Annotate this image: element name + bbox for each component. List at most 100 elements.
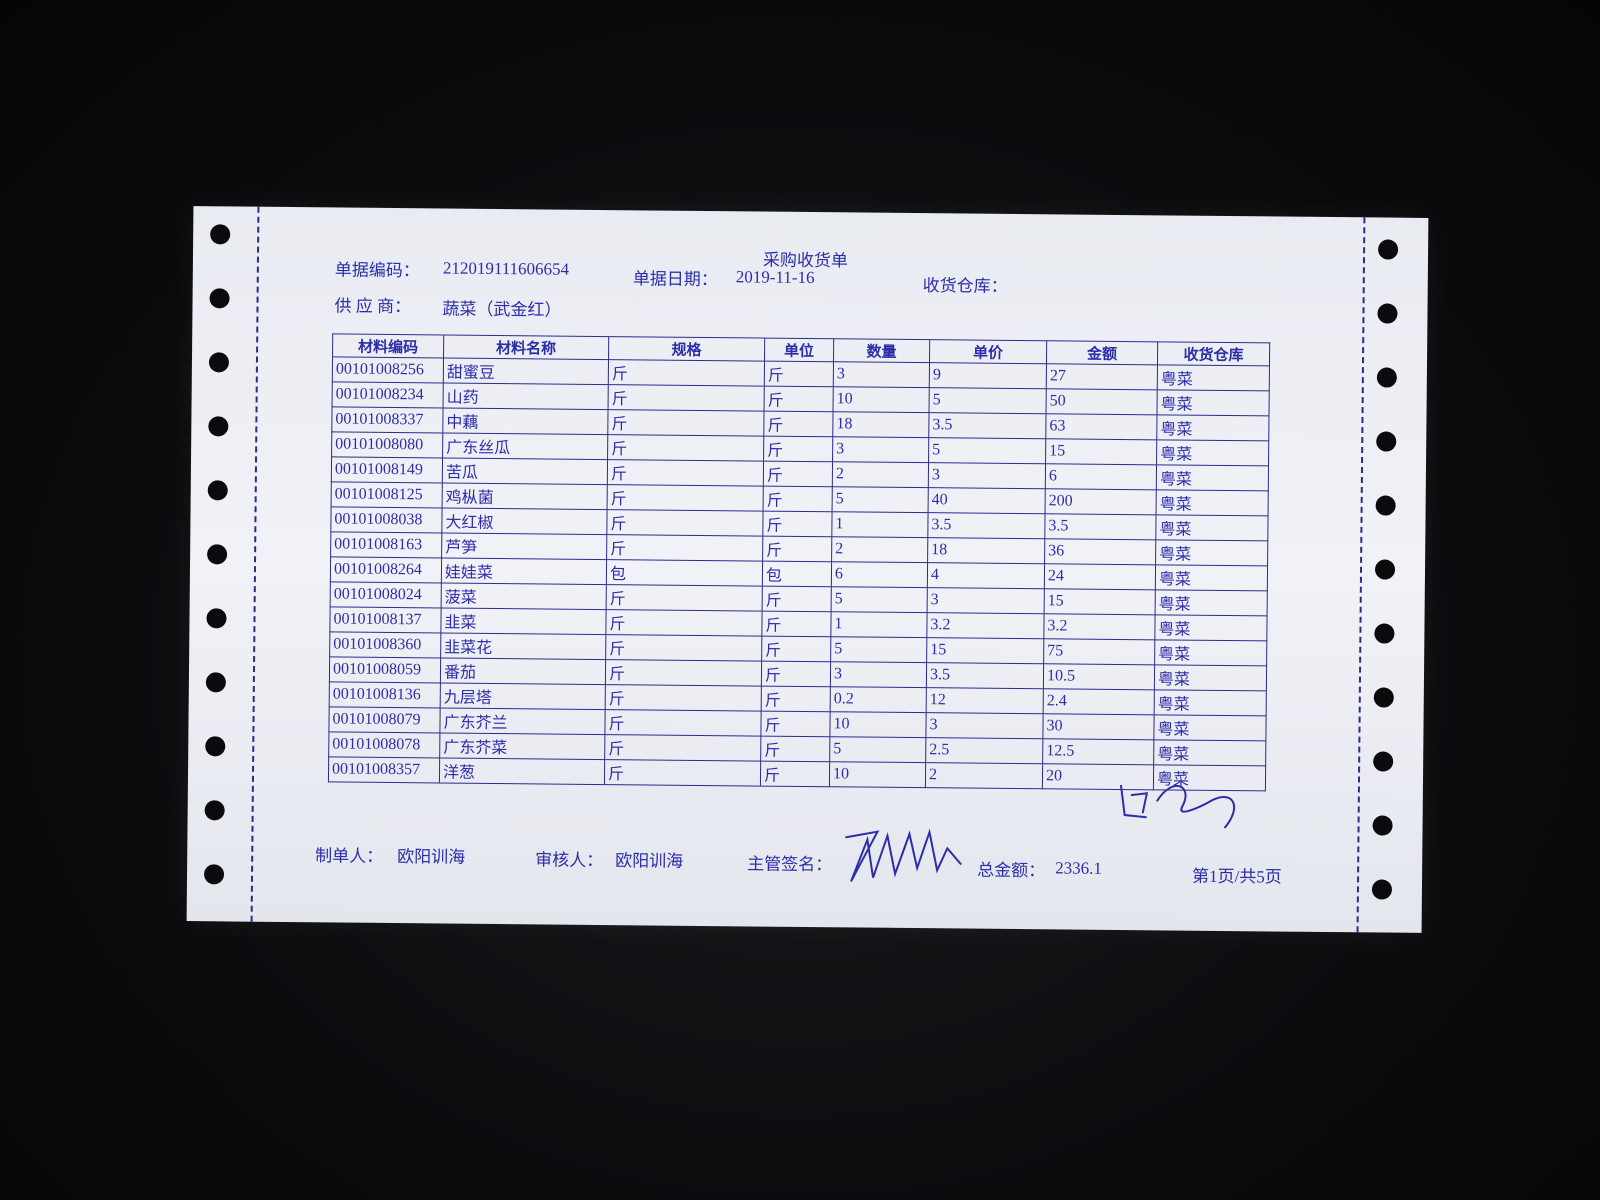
table-cell: 15: [1044, 588, 1156, 615]
table-cell: 12: [926, 687, 1044, 714]
reviewer: 欧阳训海: [615, 851, 684, 871]
table-cell: 00101008078: [328, 731, 440, 758]
table-cell: 斤: [607, 434, 764, 462]
table-cell: 斤: [606, 509, 764, 537]
table-cell: 24: [1044, 563, 1156, 590]
table-cell: 鸡枞菌: [442, 482, 608, 510]
table-cell: 甜蜜豆: [443, 357, 609, 385]
table-cell: 2.4: [1043, 688, 1155, 715]
table-cell: 粤菜: [1155, 589, 1268, 616]
receiver-signature: [1119, 784, 1236, 829]
table-cell: 5: [831, 586, 928, 613]
table-cell: 3: [832, 436, 929, 463]
table-cell: 0.2: [830, 686, 927, 713]
table-cell: 15: [1045, 438, 1157, 465]
table-cell: 36: [1044, 538, 1156, 565]
perforation-right: [1356, 217, 1366, 933]
table-cell: 中藕: [442, 407, 609, 435]
table-cell: 00101008125: [331, 481, 443, 508]
table-cell: 斤: [763, 436, 833, 462]
column-header: 单位: [764, 338, 834, 362]
table-cell: 3.5: [928, 412, 1047, 439]
table-cell: 00101008264: [330, 556, 442, 583]
table-cell: 00101008357: [328, 756, 440, 783]
table-cell: 5: [832, 486, 929, 513]
table-cell: 00101008080: [331, 431, 443, 458]
table-cell: 00101008136: [329, 681, 441, 708]
table-cell: 菠菜: [441, 582, 607, 610]
table-cell: 娃娃菜: [441, 557, 607, 585]
table-cell: 斤: [606, 584, 763, 612]
table-cell: 粤菜: [1155, 564, 1268, 591]
table-cell: 芦笋: [441, 532, 607, 560]
table-cell: 粤菜: [1155, 539, 1268, 566]
table-cell: 粤菜: [1154, 664, 1267, 691]
total-amount: 2336.1: [1055, 858, 1102, 878]
table-cell: 2.5: [925, 737, 1043, 764]
table-cell: 斤: [608, 384, 765, 412]
table-cell: 斤: [607, 459, 764, 487]
table-cell: 粤菜: [1153, 739, 1266, 766]
table-cell: 00101008024: [330, 581, 442, 608]
table-cell: 粤菜: [1157, 364, 1270, 391]
table-cell: 3: [833, 361, 930, 388]
table-cell: 18: [832, 411, 930, 438]
table-cell: 番茄: [440, 657, 606, 685]
table-cell: 10: [829, 711, 927, 738]
table-cell: 粤菜: [1156, 414, 1269, 441]
table-cell: 6: [831, 561, 928, 588]
column-header: 收货仓库: [1157, 341, 1270, 366]
table-cell: 韭菜: [440, 607, 607, 635]
table-cell: 包: [762, 561, 832, 587]
table-cell: 40: [928, 487, 1046, 514]
table-cell: 斤: [763, 461, 833, 487]
date: 2019-11-16: [735, 267, 815, 288]
doc-no-label: 单据编码：: [334, 260, 420, 281]
table-cell: 3: [928, 462, 1046, 489]
table-cell: 广东芥菜: [439, 732, 605, 760]
table-cell: 00101008360: [329, 631, 441, 658]
table-cell: 斤: [605, 634, 762, 662]
table-cell: 包: [606, 559, 763, 587]
column-header: 材料编码: [332, 333, 444, 358]
page-indicator: 第1页/共5页: [1191, 866, 1282, 887]
table-cell: 斤: [605, 659, 762, 687]
table-cell: 18: [927, 537, 1045, 564]
table-cell: 斤: [607, 484, 764, 512]
table-cell: 广东丝瓜: [442, 432, 608, 460]
table-cell: 00101008234: [332, 381, 444, 408]
table-cell: 50: [1046, 388, 1158, 415]
table-cell: 3: [830, 661, 927, 688]
table-cell: 斤: [762, 511, 833, 537]
supervisor-signature: [845, 828, 962, 882]
table-cell: 3.5: [926, 662, 1044, 689]
table-cell: 10.5: [1043, 663, 1155, 690]
table-cell: 3: [925, 712, 1044, 739]
table-cell: 10: [829, 761, 926, 788]
supplier-label: 供 应 商：: [334, 296, 412, 317]
table-cell: 斤: [764, 361, 834, 387]
table-cell: 斤: [762, 536, 832, 562]
table-cell: 3.5: [927, 512, 1046, 539]
table-cell: 27: [1046, 363, 1158, 390]
table-cell: 5: [829, 736, 926, 763]
table-cell: 苦瓜: [442, 457, 608, 485]
table-cell: 2: [925, 762, 1043, 789]
table-cell: 韭菜花: [440, 632, 606, 660]
table-cell: 斤: [761, 686, 831, 712]
table-cell: 5: [928, 437, 1046, 464]
table-cell: 3.2: [926, 612, 1045, 639]
table-cell: 粤菜: [1154, 614, 1268, 641]
date-label: 单据日期：: [632, 269, 718, 290]
table-cell: 粤菜: [1157, 389, 1270, 416]
table-cell: 00101008137: [329, 606, 442, 633]
table-cell: 粤菜: [1154, 689, 1267, 716]
table-cell: 斤: [604, 759, 761, 787]
table-cell: 1: [830, 611, 928, 638]
tractor-holes-right: [1367, 217, 1404, 932]
table-cell: 00101008149: [331, 456, 443, 483]
table-cell: 10: [833, 386, 930, 413]
table-cell: 大红椒: [441, 507, 608, 535]
maker-label: 制单人：: [315, 846, 384, 866]
table-cell: 00101008059: [329, 656, 441, 683]
